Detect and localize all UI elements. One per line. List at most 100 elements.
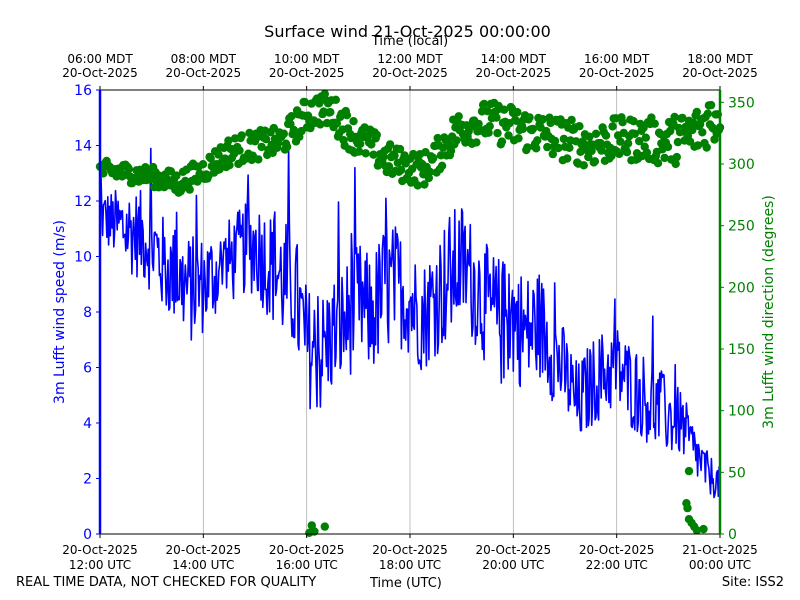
wind-direction-point	[703, 109, 712, 118]
wind-direction-point	[596, 138, 605, 148]
wind-direction-point	[193, 177, 202, 186]
x2-tick-label: 20-Oct-2025	[476, 66, 552, 80]
wind-direction-point	[395, 144, 405, 154]
wind-direction-point	[563, 154, 572, 163]
wind-direction-point	[372, 130, 381, 140]
x2-tick-label: 20-Oct-2025	[372, 66, 448, 80]
x-tick-label: 12:00 UTC	[69, 558, 131, 572]
y-right-tick-label: 0	[728, 527, 737, 543]
chart-title: Surface wind 21-Oct-2025 00:00:00	[264, 22, 551, 41]
wind-direction-point	[538, 115, 548, 124]
wind-direction-point	[630, 129, 639, 138]
wind-direction-point	[472, 138, 481, 147]
wind-direction-point	[590, 157, 600, 166]
wind-direction-point	[172, 171, 181, 180]
wind-direction-point	[185, 185, 194, 194]
wind-direction-point	[124, 164, 133, 174]
x-tick-label: 16:00 UTC	[276, 558, 338, 572]
wind-direction-point	[518, 124, 528, 134]
wind-direction-point	[683, 503, 692, 513]
wind-direction-point	[688, 125, 697, 135]
x-axis-label: Time (UTC)	[370, 576, 442, 591]
wind-direction-point	[433, 133, 442, 143]
top-axis-label: Time (local)	[371, 34, 449, 49]
wind-direction-point	[543, 142, 552, 152]
wind-direction-point	[282, 142, 292, 151]
wind-direction-point	[485, 122, 494, 131]
wind-direction-point	[254, 155, 263, 164]
x2-tick-label: 20-Oct-2025	[62, 66, 138, 80]
x2-tick-label: 08:00 MDT	[171, 52, 237, 66]
wind-direction-point	[413, 181, 422, 190]
wind-direction-point	[528, 124, 538, 134]
wind-direction-point	[653, 159, 663, 168]
wind-direction-point	[342, 111, 352, 120]
speed-series	[99, 147, 721, 499]
wind-direction-point	[523, 143, 532, 152]
x2-tick-label: 20-Oct-2025	[269, 66, 345, 80]
wind-direction-point	[474, 119, 483, 129]
wind-direction-point	[673, 137, 683, 147]
y-left-tick-label: 0	[83, 527, 92, 543]
wind-direction-point	[684, 466, 694, 476]
wind-direction-point	[369, 150, 378, 159]
y-left-tick-label: 16	[74, 83, 92, 99]
x2-tick-label: 20-Oct-2025	[166, 66, 242, 80]
wind-direction-point	[492, 113, 501, 122]
wind-direction-point	[315, 99, 324, 108]
wind-direction-point	[533, 136, 542, 145]
wind-direction-point	[320, 89, 329, 99]
wind-direction-point	[499, 105, 509, 114]
wind-direction-point	[437, 161, 447, 170]
wind-direction-point	[692, 107, 701, 117]
y-left-tick-label: 10	[74, 250, 92, 266]
wind-direction-point	[390, 151, 399, 160]
wind-direction-point	[616, 137, 625, 146]
wind-direction-point	[579, 161, 588, 170]
wind-direction-point	[385, 140, 395, 149]
wind-direction-point	[525, 113, 534, 122]
wind-direction-point	[425, 167, 435, 177]
wind-direction-point	[307, 521, 316, 530]
x-tick-label: 20-Oct-2025	[579, 543, 655, 557]
wind-direction-point	[585, 132, 594, 141]
wind-direction-point	[650, 119, 659, 128]
wind-direction-point	[287, 112, 296, 121]
wind-direction-point	[384, 162, 394, 171]
wind-direction-point	[429, 153, 438, 163]
wind-direction-point	[452, 136, 461, 145]
x-tick-label: 20-Oct-2025	[62, 543, 138, 557]
site-label: Site: ISS2	[721, 575, 784, 590]
wind-direction-point	[635, 137, 644, 146]
grid-lines	[202, 90, 618, 534]
x-tick-label: 20-Oct-2025	[166, 543, 242, 557]
x2-tick-label: 14:00 MDT	[481, 52, 547, 66]
wind-direction-point	[514, 134, 523, 143]
wind-direction-point	[224, 136, 233, 145]
wind-direction-point	[300, 97, 309, 107]
wind-direction-point	[464, 127, 473, 136]
wind-direction-point	[548, 149, 557, 159]
wind-direction-point	[663, 142, 673, 152]
wind-direction-point	[257, 142, 266, 152]
y-left-tick-label: 8	[83, 305, 92, 321]
wind-direction-point	[206, 154, 215, 163]
x2-tick-label: 12:00 MDT	[377, 52, 443, 66]
wind-direction-point	[354, 147, 364, 156]
wind-direction-point	[237, 131, 246, 140]
y-left-tick-label: 14	[74, 139, 92, 155]
wind-direction-point	[601, 131, 611, 140]
wind-direction-point	[245, 128, 254, 138]
wind-direction-point	[198, 160, 208, 169]
wind-direction-point	[332, 119, 342, 128]
wind-direction-point	[575, 122, 584, 131]
wind-direction-point	[454, 112, 463, 121]
x-tick-label: 20-Oct-2025	[476, 543, 552, 557]
wind-direction-point	[532, 144, 541, 153]
x-tick-label: 21-Oct-2025	[682, 543, 758, 557]
x2-tick-label: 20-Oct-2025	[579, 66, 655, 80]
x-tick-label: 14:00 UTC	[172, 558, 234, 572]
x2-tick-label: 20-Oct-2025	[682, 66, 758, 80]
wind-direction-point	[504, 131, 513, 140]
